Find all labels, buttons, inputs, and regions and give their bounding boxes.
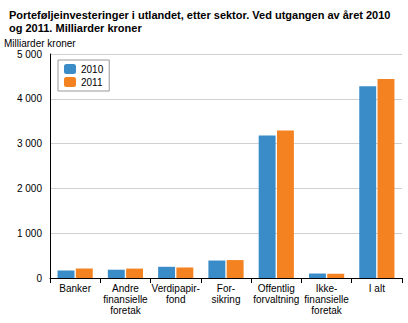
svg-text:finansielle: finansielle (304, 294, 349, 305)
svg-text:5 000: 5 000 (17, 49, 42, 60)
svg-text:1 000: 1 000 (17, 228, 42, 239)
svg-text:3 000: 3 000 (17, 138, 42, 149)
svg-text:Offentlig: Offentlig (258, 283, 295, 294)
svg-text:2010: 2010 (81, 64, 104, 75)
svg-text:I alt: I alt (369, 283, 385, 294)
svg-text:foretak: foretak (110, 305, 142, 316)
svg-text:Ikke-: Ikke- (316, 283, 338, 294)
svg-text:Milliarder kroner: Milliarder kroner (4, 38, 76, 49)
svg-text:For-: For- (217, 283, 235, 294)
svg-text:sikring: sikring (212, 294, 241, 305)
svg-text:finansielle: finansielle (103, 294, 148, 305)
svg-text:foretak: foretak (311, 305, 343, 316)
svg-text:Banker: Banker (59, 283, 91, 294)
svg-text:forvaltning: forvaltning (253, 294, 299, 305)
svg-text:2011: 2011 (81, 77, 103, 88)
svg-text:fond: fond (166, 294, 185, 305)
svg-text:4 000: 4 000 (17, 93, 42, 104)
svg-text:0: 0 (36, 273, 42, 284)
svg-text:Porteføljeinvesteringer i utla: Porteføljeinvesteringer i utlandet, ette… (9, 9, 390, 21)
svg-text:Andre: Andre (112, 283, 139, 294)
svg-text:Verdipapir-: Verdipapir- (152, 283, 200, 294)
svg-text:og 2011. Milliarder kroner: og 2011. Milliarder kroner (9, 22, 142, 34)
svg-text:2 000: 2 000 (17, 183, 42, 194)
